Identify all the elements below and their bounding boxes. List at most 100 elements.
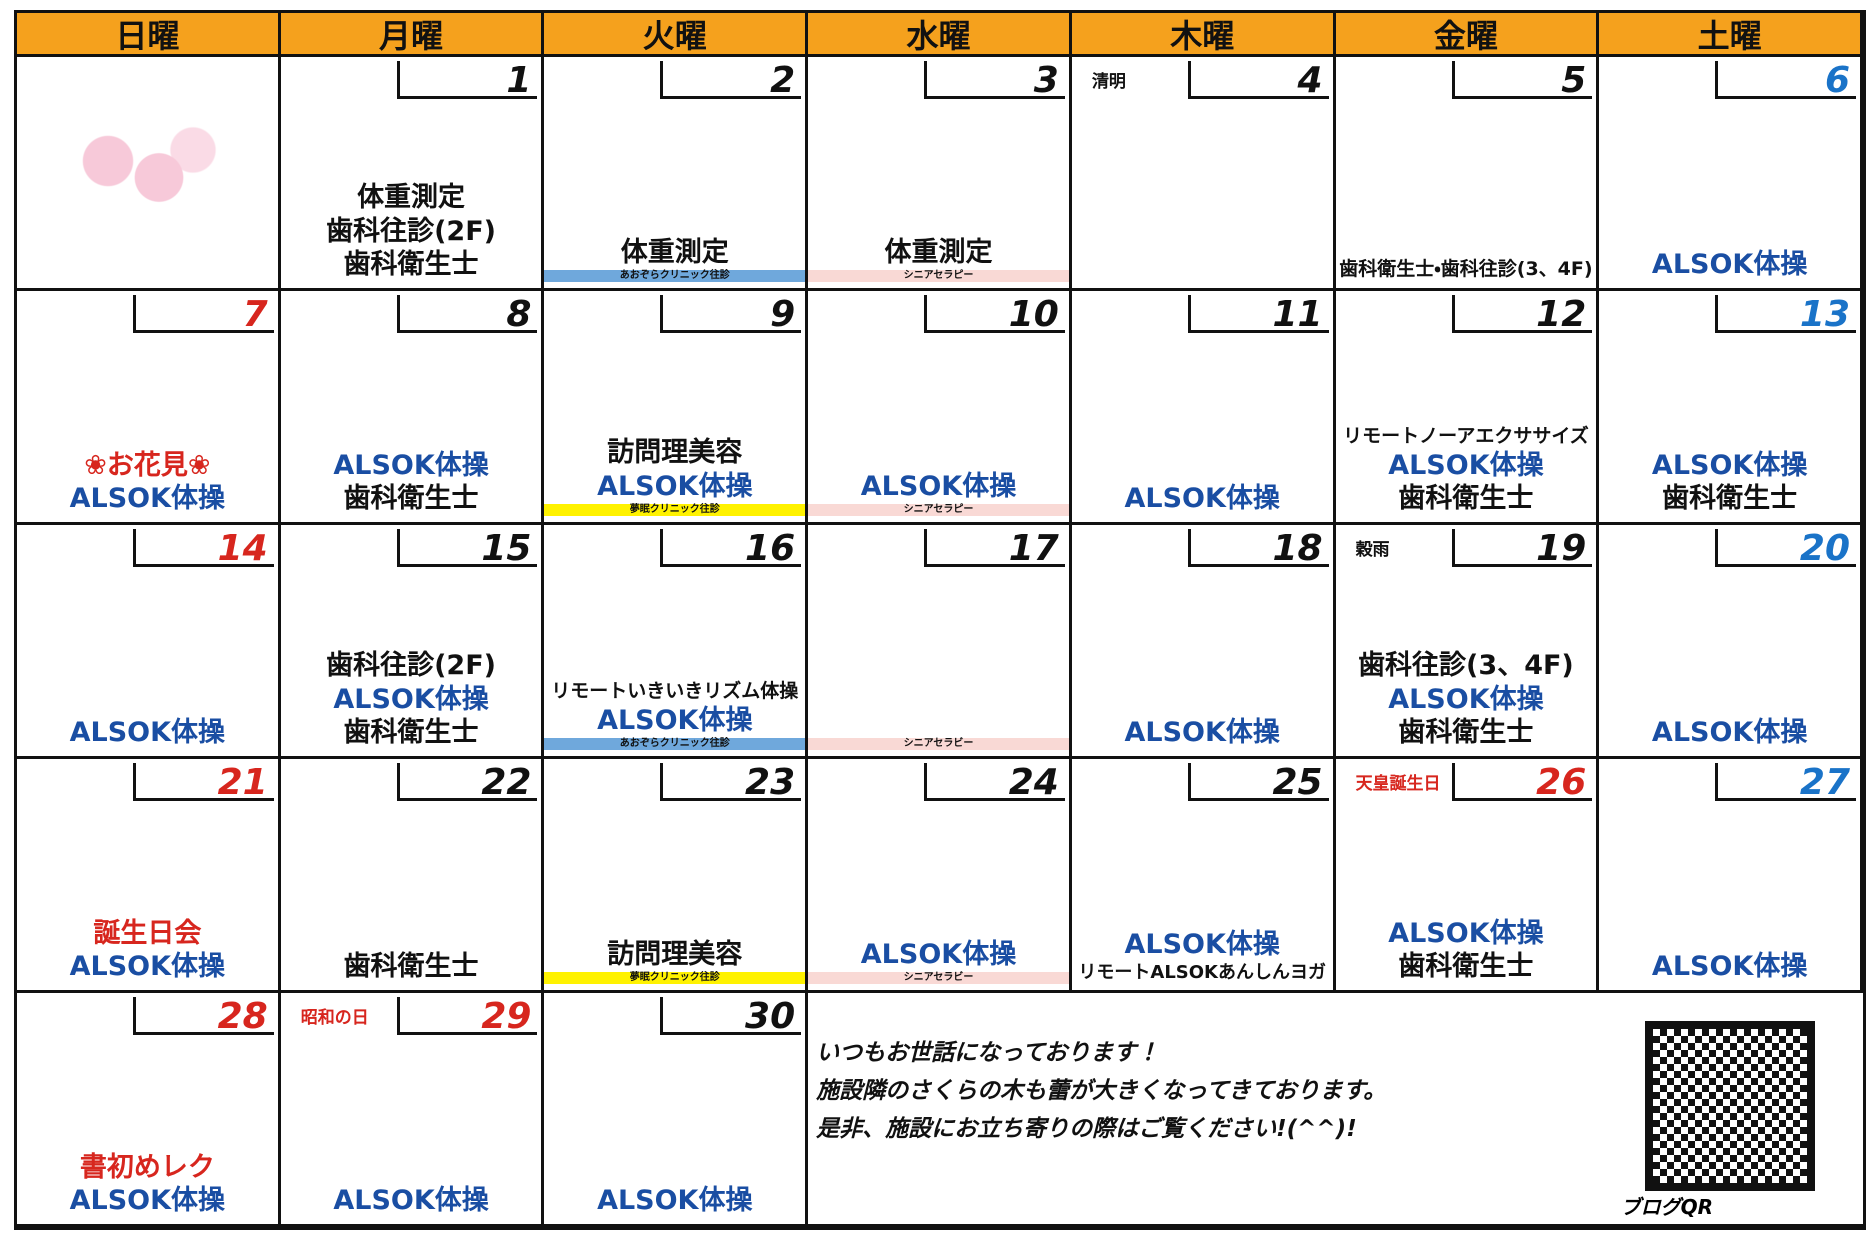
day-number: 28 bbox=[132, 997, 274, 1037]
day-number: 15 bbox=[396, 529, 538, 569]
event: シニアセラピー bbox=[808, 269, 1069, 282]
day-cell: 26 天皇誕生日 ALSOK体操 歯科衛生士 bbox=[1335, 759, 1600, 993]
day-number: 11 bbox=[1187, 295, 1329, 335]
event-list: 歯科往診(2F) ALSOK体操 歯科衛生士 bbox=[281, 649, 542, 750]
weekday-header: 火曜 bbox=[544, 13, 809, 57]
event: ALSOK体操 bbox=[597, 704, 753, 736]
holiday-label: 天皇誕生日 bbox=[1355, 774, 1441, 794]
day-number: 10 bbox=[924, 295, 1065, 335]
event-list: シニアセラビー bbox=[808, 737, 1069, 750]
event-list: ALSOK体操 bbox=[1599, 716, 1860, 750]
event: 歯科衛生士・歯科往診(3、4F) bbox=[1339, 258, 1593, 281]
event: 歯科衛生士 bbox=[343, 717, 479, 749]
day-cell: 16 リモートいきいきリズム体操 ALSOK体操 あおぞらクリニック往診 bbox=[544, 525, 809, 759]
day-number: 9 bbox=[660, 295, 802, 335]
event-list: ALSOK体操 リモートALSOKあんしんヨガ bbox=[1072, 928, 1333, 984]
event-list: ALSOK体操 bbox=[17, 716, 278, 750]
day-number: 7 bbox=[132, 295, 274, 335]
message-line: いつもお世話になっております！ bbox=[816, 1040, 1160, 1066]
day-number: 8 bbox=[396, 295, 538, 335]
day-number: 4 bbox=[1187, 61, 1329, 101]
event: シニアセラピー bbox=[808, 503, 1069, 516]
day-number: 12 bbox=[1451, 295, 1593, 335]
weekday-header: 月曜 bbox=[280, 13, 545, 57]
day-number: 18 bbox=[1187, 529, 1329, 569]
event: 歯科衛生士 bbox=[1662, 483, 1798, 515]
day-number: 24 bbox=[924, 763, 1065, 803]
event-list: ALSOK体操 歯科衛生士 bbox=[1336, 917, 1597, 985]
event-list: 誕生日会 ALSOK体操 bbox=[17, 917, 278, 985]
day-cell: 21 誕生日会 ALSOK体操 bbox=[17, 759, 281, 993]
event-list: ALSOK体操 歯科衛生士 bbox=[281, 449, 542, 517]
day-cell: 20 ALSOK体操 bbox=[1599, 525, 1863, 759]
event: 歯科衛生士 bbox=[1398, 717, 1534, 749]
day-cell: 30 ALSOK体操 bbox=[544, 993, 809, 1227]
event: 歯科衛生士 bbox=[343, 249, 479, 281]
event: 体重測定 bbox=[884, 236, 993, 268]
event: ALSOK体操 bbox=[860, 938, 1017, 970]
event: 歯科往診(3、4F) bbox=[1358, 649, 1574, 681]
event: 歯科衛生士 bbox=[343, 483, 479, 515]
day-cell: 29 昭和の日 ALSOK体操 bbox=[280, 993, 545, 1227]
event-list: ALSOK体操 bbox=[1072, 716, 1333, 750]
event: ALSOK体操 bbox=[860, 470, 1017, 502]
blossom-icon bbox=[57, 117, 227, 227]
qr-code bbox=[1645, 1021, 1815, 1191]
event-list: ALSOK体操 シニアセラビー bbox=[808, 938, 1069, 984]
event-list: 体重測定 歯科往診(2F) 歯科衛生士 bbox=[281, 181, 542, 282]
event-list: 歯科衛生士・歯科往診(3、4F) bbox=[1336, 258, 1597, 282]
day-cell: 18 ALSOK体操 bbox=[1071, 525, 1336, 759]
day-cell: 8 ALSOK体操 歯科衛生士 bbox=[280, 291, 545, 525]
day-cell: 13 ALSOK体操 歯科衛生士 bbox=[1599, 291, 1863, 525]
day-cell: 25 ALSOK体操 リモートALSOKあんしんヨガ bbox=[1071, 759, 1336, 993]
message-line: 施設隣のさくらの木も蕾が大きくなってきております。 bbox=[816, 1078, 1387, 1104]
day-number: 3 bbox=[924, 61, 1065, 101]
event: 訪問理美容 bbox=[607, 437, 743, 468]
event-list: ALSOK体操 歯科衛生士 bbox=[1599, 449, 1860, 517]
day-cell: 12 リモートノーアエクササイズ ALSOK体操 歯科衛生士 bbox=[1335, 291, 1600, 525]
event-list: 体重測定 シニアセラピー bbox=[808, 236, 1069, 282]
day-cell: 19 穀雨 歯科往診(3、4F) ALSOK体操 歯科衛生士 bbox=[1335, 525, 1600, 759]
day-number: 29 bbox=[396, 997, 538, 1037]
day-cell: 27 ALSOK体操 bbox=[1599, 759, 1863, 993]
day-cell: 15 歯科往診(2F) ALSOK体操 歯科衛生士 bbox=[280, 525, 545, 759]
event-list: ALSOK体操 bbox=[281, 1184, 542, 1218]
weekday-header: 金曜 bbox=[1335, 13, 1600, 57]
event: あおぞらクリニック往診 bbox=[544, 269, 806, 282]
event: 歯科往診(2F) bbox=[326, 215, 497, 247]
holiday-label: 穀雨 bbox=[1355, 540, 1390, 560]
day-cell bbox=[17, 57, 281, 291]
day-number: 17 bbox=[924, 529, 1065, 569]
event-list: ALSOK体操 bbox=[1599, 950, 1860, 984]
event: ❀お花見❀ bbox=[84, 449, 211, 481]
event-list: ALSOK体操 bbox=[1072, 482, 1333, 516]
event: ALSOK体操 bbox=[1651, 717, 1808, 749]
event: リモートノーアエクササイズ bbox=[1343, 424, 1589, 447]
day-number: 22 bbox=[396, 763, 538, 803]
event: ALSOK体操 bbox=[1651, 449, 1808, 481]
event: 歯科往診(2F) bbox=[326, 649, 497, 681]
message-area: いつもお世話になっております！ 施設隣のさくらの木も蕾が大きくなってきております。… bbox=[808, 993, 1863, 1227]
day-number: 26 bbox=[1451, 763, 1593, 803]
event: ALSOK体操 bbox=[597, 470, 753, 502]
event: リモートいきいきリズム体操 bbox=[551, 680, 799, 702]
weekday-header: 水曜 bbox=[808, 13, 1072, 57]
day-number: 23 bbox=[660, 763, 802, 803]
weekday-header: 日曜 bbox=[17, 13, 281, 57]
event: ALSOK体操 bbox=[333, 683, 489, 715]
event-list: リモートいきいきリズム体操 ALSOK体操 あおぞらクリニック往診 bbox=[544, 680, 806, 750]
event: ALSOK体操 bbox=[69, 483, 226, 515]
day-cell: 9 訪問理美容 ALSOK体操 夢眠クリニック往診 bbox=[544, 291, 809, 525]
qr-label: ブログQR bbox=[1620, 1195, 1713, 1219]
day-number: 25 bbox=[1187, 763, 1329, 803]
event: ALSOK体操 bbox=[69, 717, 226, 749]
event-list: 歯科衛生士 bbox=[281, 950, 542, 984]
event: 歯科衛生士 bbox=[1398, 951, 1534, 983]
weekday-header: 土曜 bbox=[1599, 13, 1863, 57]
day-cell: 22 歯科衛生士 bbox=[280, 759, 545, 993]
event-list: 訪問理美容 夢眠クリニック往診 bbox=[544, 938, 806, 984]
event: ALSOK体操 bbox=[333, 1185, 489, 1217]
event: 夢眠クリニック往診 bbox=[544, 503, 806, 516]
day-number: 1 bbox=[396, 61, 538, 101]
